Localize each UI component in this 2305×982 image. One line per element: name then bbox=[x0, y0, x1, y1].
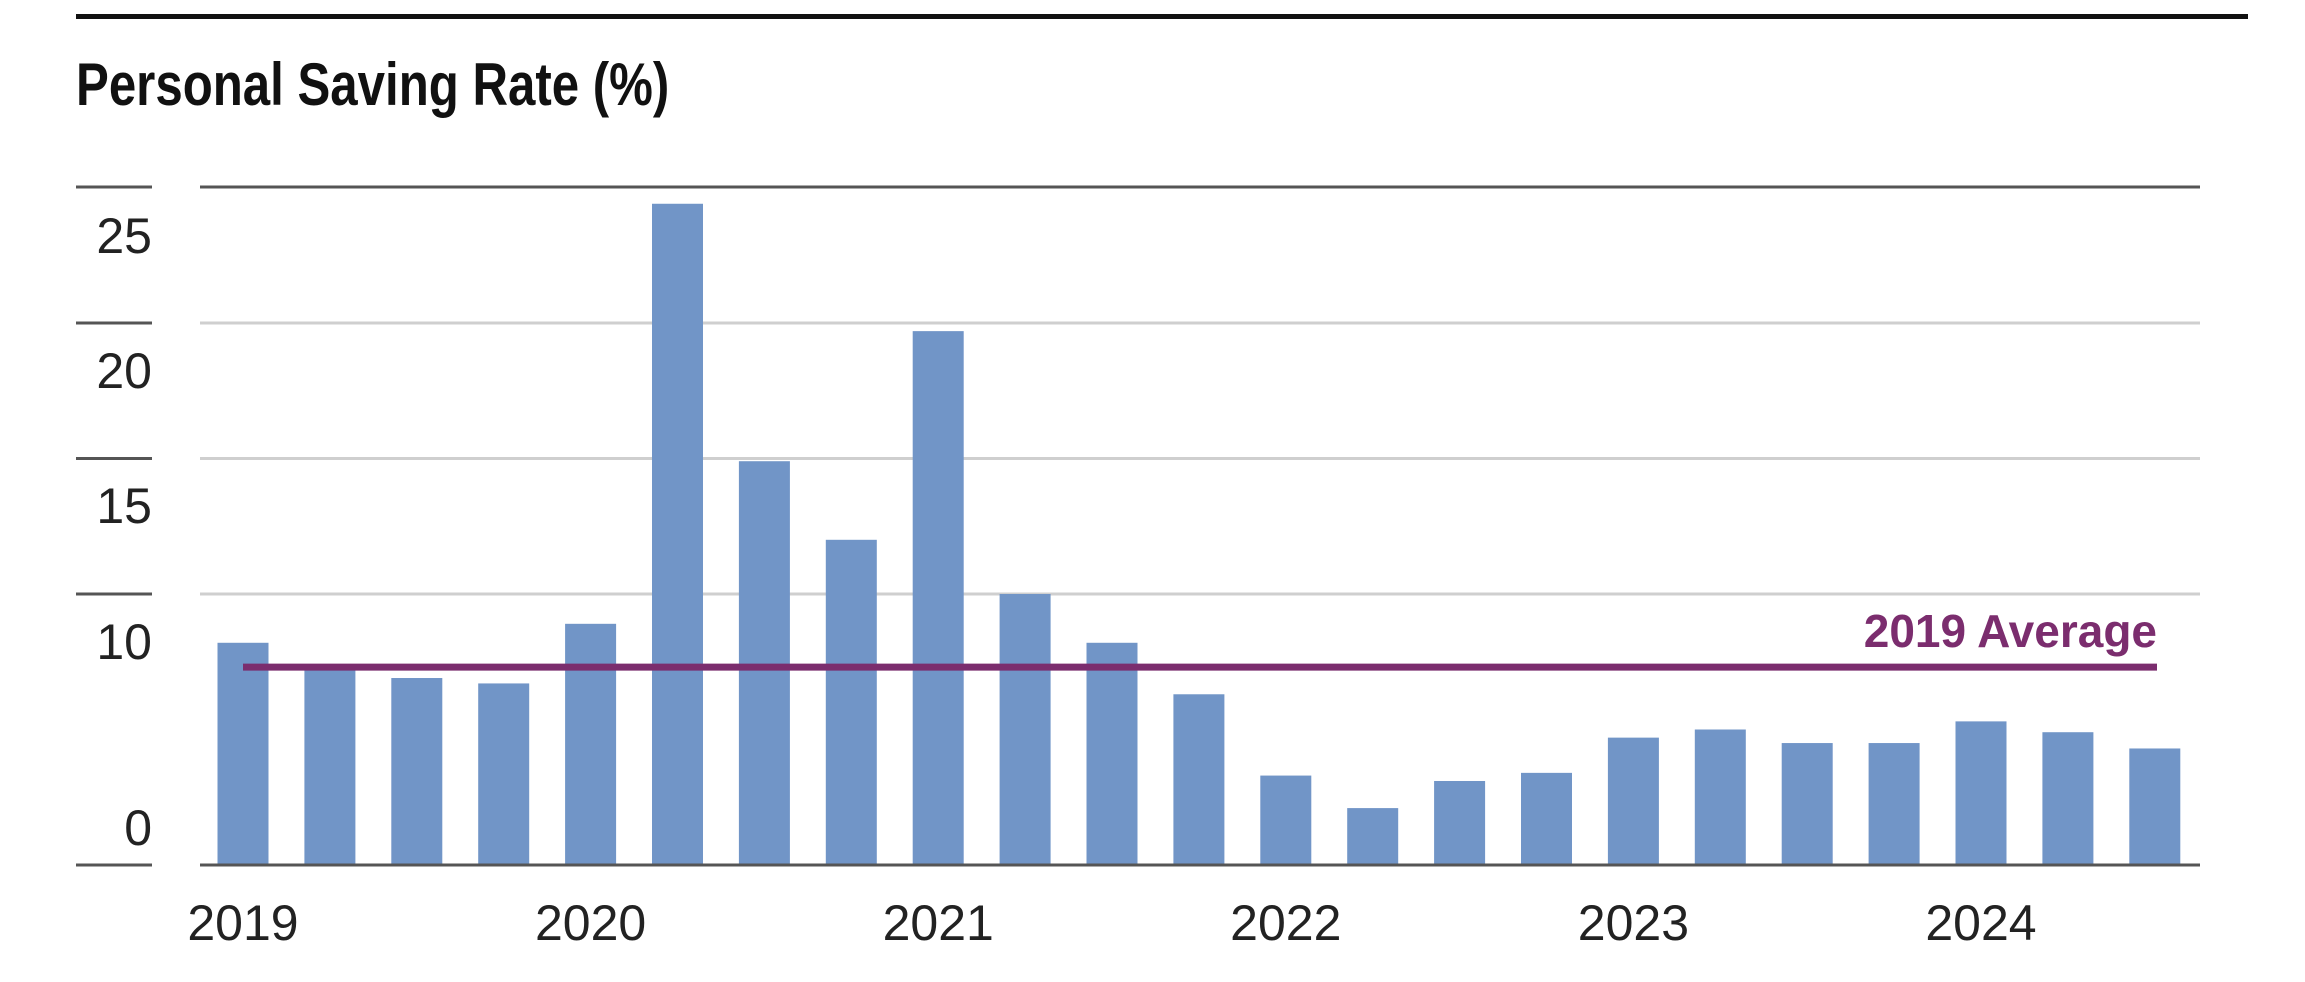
bar-18 bbox=[1781, 743, 1833, 865]
bar-12 bbox=[1260, 775, 1312, 865]
x-tick-label-2023: 2023 bbox=[1578, 895, 1689, 951]
bar-0 bbox=[217, 642, 269, 865]
x-tick-label-2021: 2021 bbox=[883, 895, 994, 951]
y-tick-label-10: 10 bbox=[96, 614, 152, 670]
bar-9 bbox=[999, 594, 1051, 865]
x-tick-label-2020: 2020 bbox=[535, 895, 646, 951]
bar-22 bbox=[2129, 748, 2181, 865]
average-line-label: 2019 Average bbox=[1864, 605, 2157, 657]
bar-14 bbox=[1434, 780, 1486, 865]
x-tick-label-2019: 2019 bbox=[187, 895, 298, 951]
bar-3 bbox=[478, 683, 530, 865]
top-rule bbox=[76, 14, 2248, 19]
bar-13 bbox=[1347, 808, 1399, 865]
bar-19 bbox=[1868, 743, 1920, 865]
bar-11 bbox=[1173, 694, 1225, 865]
x-tick-label-2024: 2024 bbox=[1925, 895, 2036, 951]
bar-15 bbox=[1521, 772, 1572, 865]
bar-1 bbox=[304, 667, 356, 865]
bar-21 bbox=[2042, 732, 2094, 865]
bar-20 bbox=[1955, 721, 2007, 865]
bar-4 bbox=[565, 623, 617, 865]
y-tick-label-0: 0 bbox=[124, 800, 152, 856]
y-tick-label-25: 25 bbox=[96, 208, 152, 264]
bar-5 bbox=[652, 203, 703, 865]
bar-10 bbox=[1086, 642, 1138, 865]
chart-title: Personal Saving Rate (%) bbox=[76, 51, 670, 118]
bar-2 bbox=[391, 678, 443, 865]
x-tick-label-2022: 2022 bbox=[1230, 895, 1341, 951]
bar-17 bbox=[1694, 729, 1746, 865]
bar-7 bbox=[825, 539, 877, 865]
y-tick-label-20: 20 bbox=[96, 343, 152, 399]
y-tick-label-15: 15 bbox=[96, 478, 152, 534]
bar-8 bbox=[912, 331, 964, 865]
bar-16 bbox=[1607, 737, 1659, 865]
bar-6 bbox=[738, 461, 790, 865]
